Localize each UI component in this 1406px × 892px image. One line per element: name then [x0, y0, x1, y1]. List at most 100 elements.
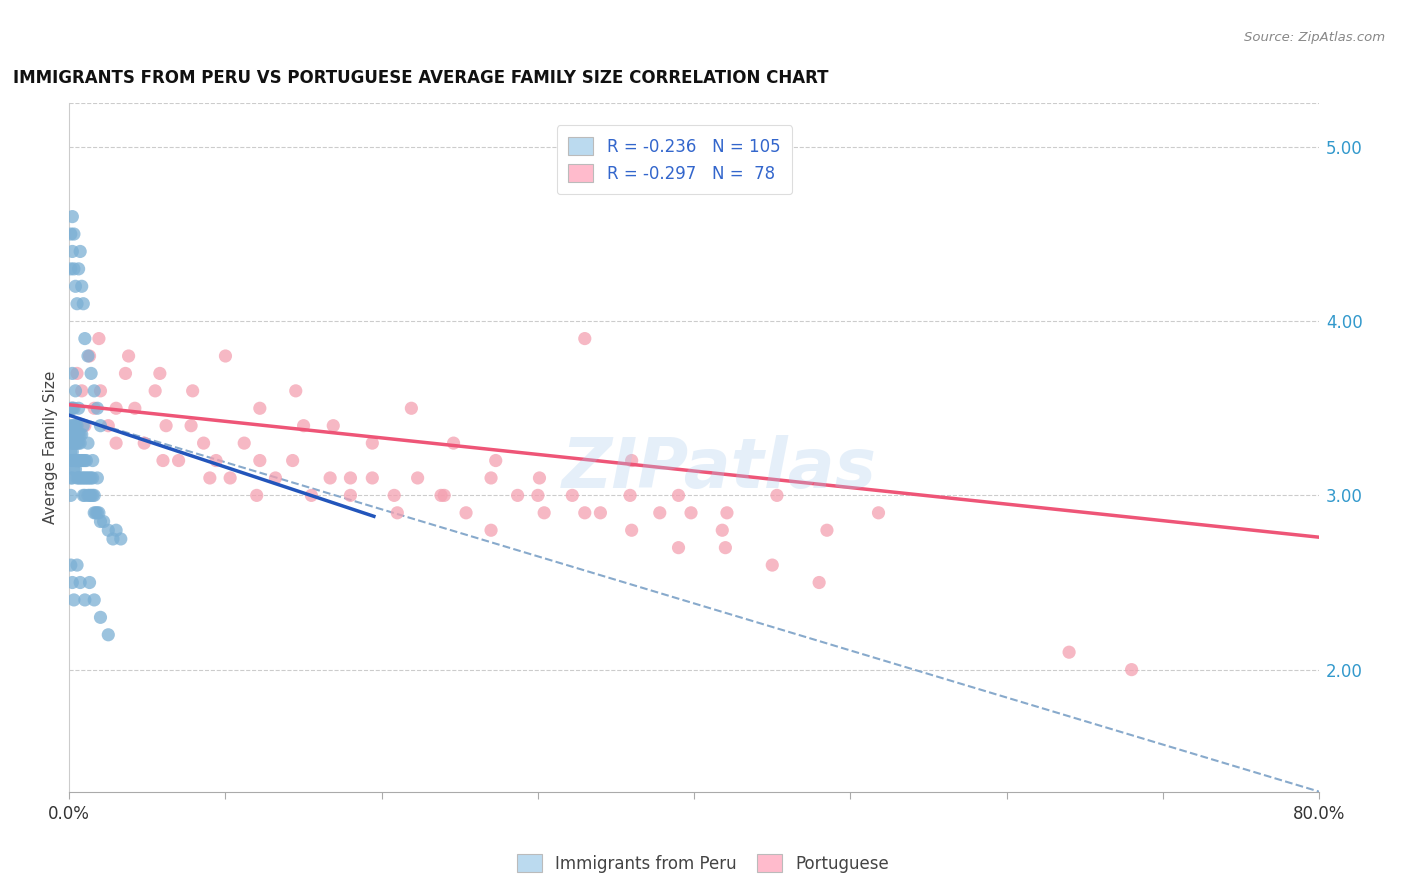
Point: [97, 628, 120, 642]
Point: [533, 506, 555, 520]
Point: [668, 488, 690, 502]
Point: [716, 506, 738, 520]
Point: [808, 575, 831, 590]
Point: [59, 427, 82, 442]
Point: [339, 488, 361, 502]
Point: [433, 488, 456, 502]
Point: [80, 367, 103, 381]
Point: [65, 384, 87, 398]
Point: [87, 506, 110, 520]
Point: [65, 427, 87, 442]
Point: [60, 453, 83, 467]
Point: [69, 427, 91, 442]
Text: IMMIGRANTS FROM PERU VS PORTUGUESE AVERAGE FAMILY SIZE CORRELATION CHART: IMMIGRANTS FROM PERU VS PORTUGUESE AVERA…: [13, 69, 828, 87]
Point: [63, 453, 86, 467]
Point: [668, 541, 690, 555]
Point: [60, 401, 83, 416]
Point: [65, 436, 87, 450]
Point: [249, 453, 271, 467]
Point: [69, 436, 91, 450]
Point: [72, 471, 94, 485]
Point: [319, 471, 342, 485]
Point: [620, 523, 643, 537]
Point: [67, 401, 90, 416]
Point: [205, 453, 228, 467]
Point: [198, 471, 221, 485]
Point: [648, 506, 671, 520]
Point: [97, 523, 120, 537]
Point: [69, 453, 91, 467]
Point: [59, 436, 82, 450]
Point: [60, 575, 83, 590]
Point: [77, 488, 100, 502]
Point: [70, 427, 93, 442]
Point: [60, 244, 83, 259]
Point: [73, 593, 96, 607]
Point: [79, 349, 101, 363]
Point: [322, 418, 344, 433]
Point: [387, 506, 409, 520]
Point: [406, 471, 429, 485]
Point: [815, 523, 838, 537]
Point: [63, 401, 86, 416]
Point: [86, 401, 108, 416]
Point: [60, 427, 83, 442]
Point: [63, 261, 86, 276]
Point: [67, 471, 90, 485]
Point: [70, 279, 93, 293]
Point: [67, 453, 90, 467]
Point: [66, 436, 89, 450]
Point: [589, 506, 612, 520]
Point: [479, 471, 502, 485]
Point: [105, 523, 128, 537]
Point: [66, 471, 89, 485]
Point: [79, 488, 101, 502]
Point: [75, 453, 97, 467]
Point: [83, 401, 105, 416]
Point: [80, 488, 103, 502]
Point: [619, 488, 641, 502]
Point: [60, 401, 83, 416]
Point: [72, 453, 94, 467]
Point: [63, 462, 86, 476]
Point: [1121, 663, 1143, 677]
Point: [382, 488, 405, 502]
Point: [82, 453, 104, 467]
Point: [443, 436, 465, 450]
Point: [66, 367, 89, 381]
Point: [89, 515, 111, 529]
Point: [70, 453, 93, 467]
Point: [264, 471, 287, 485]
Text: Source: ZipAtlas.com: Source: ZipAtlas.com: [1244, 31, 1385, 45]
Legend: Immigrants from Peru, Portuguese: Immigrants from Peru, Portuguese: [510, 847, 896, 880]
Point: [66, 427, 89, 442]
Point: [80, 471, 103, 485]
Point: [766, 488, 789, 502]
Point: [82, 488, 104, 502]
Point: [284, 384, 307, 398]
Point: [77, 471, 100, 485]
Point: [233, 436, 256, 450]
Point: [59, 558, 82, 573]
Point: [70, 471, 93, 485]
Point: [82, 471, 104, 485]
Point: [167, 453, 190, 467]
Point: [60, 445, 83, 459]
Point: [89, 610, 111, 624]
Point: [63, 418, 86, 433]
Point: [339, 471, 361, 485]
Point: [181, 384, 204, 398]
Point: [89, 384, 111, 398]
Point: [66, 558, 89, 573]
Point: [87, 332, 110, 346]
Point: [110, 532, 132, 546]
Point: [65, 462, 87, 476]
Point: [620, 453, 643, 467]
Point: [59, 453, 82, 467]
Point: [60, 471, 83, 485]
Point: [89, 418, 111, 433]
Point: [59, 418, 82, 433]
Point: [574, 506, 596, 520]
Legend: R = -0.236   N = 105, R = -0.297   N =  78: R = -0.236 N = 105, R = -0.297 N = 78: [557, 126, 792, 194]
Point: [73, 332, 96, 346]
